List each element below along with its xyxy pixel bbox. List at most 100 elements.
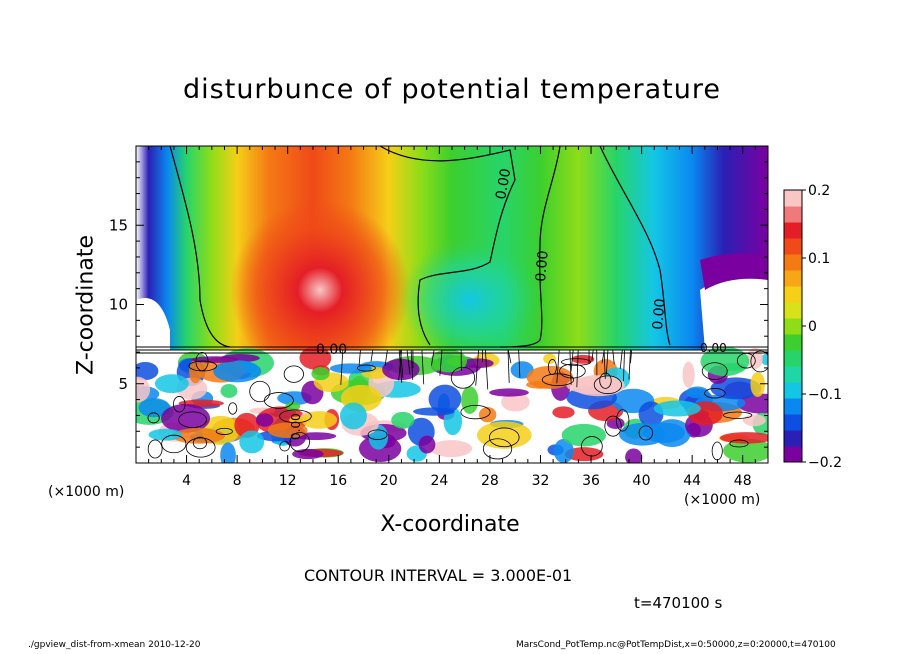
colorbar-swatch [784, 446, 802, 463]
turbulence-cell [720, 432, 768, 444]
plume-contour [507, 349, 510, 383]
plume-contour [518, 349, 521, 378]
x-tick-label: 20 [380, 473, 398, 489]
turbulence-cell [478, 407, 497, 423]
turbulence-cell [682, 361, 695, 388]
plume-contour [601, 349, 605, 364]
x-tick-label: 44 [683, 473, 701, 489]
contour-label: 0.00 [650, 298, 669, 330]
colorbar-tick-label: 0.2 [808, 183, 830, 199]
colorbar-swatch [784, 238, 802, 255]
colorbar-swatch [784, 254, 802, 271]
plume-contour [612, 349, 615, 365]
x-tick-label: 36 [582, 473, 600, 489]
x-tick-label: 8 [233, 473, 242, 489]
plume-contour [507, 349, 512, 364]
contour-loop [192, 436, 208, 450]
plume-contour [410, 349, 414, 380]
z-unit-label: (×1000 m) [684, 492, 761, 508]
turbulence-cell [329, 363, 372, 374]
x-tick-label: 24 [430, 473, 448, 489]
turbulence-cell [501, 392, 530, 412]
colorbar-tick-label: 0 [808, 319, 817, 335]
contour-loop [185, 437, 216, 458]
x-unit-label: (×1000 m) [48, 484, 125, 500]
z-axis-label: Z-coordinate [73, 235, 99, 375]
colorbar-swatch [784, 222, 802, 239]
turbulence-cell [138, 398, 171, 418]
contour-loop [604, 415, 622, 437]
colorbar-swatch [784, 206, 802, 223]
plume-contour [576, 349, 579, 388]
colorbar-swatch [784, 366, 802, 383]
turbulence-cell [292, 448, 324, 460]
x-tick-label: 4 [182, 473, 191, 489]
contour-loop [356, 364, 376, 372]
turbulence-cell [564, 447, 604, 462]
plume-contour [406, 349, 411, 375]
contour-loop [547, 359, 557, 376]
plume-contour [484, 349, 489, 390]
contour-loop [729, 439, 749, 448]
turbulence-cell [700, 346, 750, 377]
plume-contour [623, 349, 625, 382]
contour-interval-text: CONTOUR INTERVAL = 3.000E-01 [304, 566, 573, 585]
z-axis: 5 10 15 [109, 161, 768, 448]
contour-loop [581, 436, 603, 457]
contour-loop [172, 396, 186, 413]
contour-loop [279, 441, 290, 452]
turbulence-cell [311, 367, 330, 381]
white-patch-left [136, 298, 170, 350]
colorbar-swatch [784, 286, 802, 303]
colorbar-labels: 0.2 0.1 0 −0.1 −0.2 [802, 183, 842, 471]
turbulence-cell [489, 388, 529, 397]
x-tick-label: 28 [481, 473, 499, 489]
contour-label: 0.00 [700, 341, 727, 355]
colorbar [784, 190, 802, 463]
chart-title: disturbunce of potential temperature [183, 74, 721, 105]
turbulence-cell [418, 435, 436, 454]
colorbar-swatch [784, 334, 802, 351]
time-text: t=470100 s [634, 594, 723, 612]
turbulence-cell [148, 428, 183, 441]
turbulence-cell [461, 386, 479, 414]
contour-loop [616, 409, 630, 432]
turbulence-cell [742, 414, 766, 427]
plume-contour [605, 349, 609, 375]
x-tick-label: 12 [279, 473, 297, 489]
turbulence-cell [477, 421, 532, 449]
plume-contour [340, 349, 344, 385]
turbulence-cell [256, 413, 274, 427]
contour-loop [638, 425, 654, 441]
plume-contour [603, 349, 606, 379]
turbulence-cell [552, 406, 575, 419]
contour-loop [561, 358, 592, 366]
contour-loop [279, 409, 312, 424]
plume-contour [421, 349, 425, 385]
turbulence-cell [239, 430, 265, 454]
plume-contour [628, 349, 631, 380]
x-tick-label: 16 [329, 473, 347, 489]
x-axis-label: X-coordinate [380, 512, 520, 537]
contour-loop [460, 404, 491, 420]
turbulence-cell [172, 428, 225, 444]
turbulence-cell [750, 372, 765, 397]
turbulence-cell [685, 386, 709, 399]
contour-loop [450, 366, 476, 389]
turbulence-cell [220, 383, 238, 398]
contour-loop [559, 363, 586, 379]
turbulence-cell [428, 384, 462, 414]
colorbar-tick-label: −0.2 [808, 455, 842, 471]
turbulence-cell [301, 411, 338, 429]
footer-left: ./gpview_dist-from-xmean 2010-12-20 [28, 640, 201, 650]
x-tick-label: 32 [532, 473, 550, 489]
turbulence-cell [285, 401, 301, 411]
turbulence-cell [619, 423, 667, 446]
contour-loop [723, 411, 753, 419]
colorbar-tick-label: −0.1 [808, 387, 842, 403]
turbulence-cell [430, 440, 473, 458]
warm-anomaly [230, 200, 410, 380]
contour-loop [263, 392, 294, 409]
turbulence-cell [213, 360, 262, 383]
turbulence-cell [136, 361, 159, 381]
